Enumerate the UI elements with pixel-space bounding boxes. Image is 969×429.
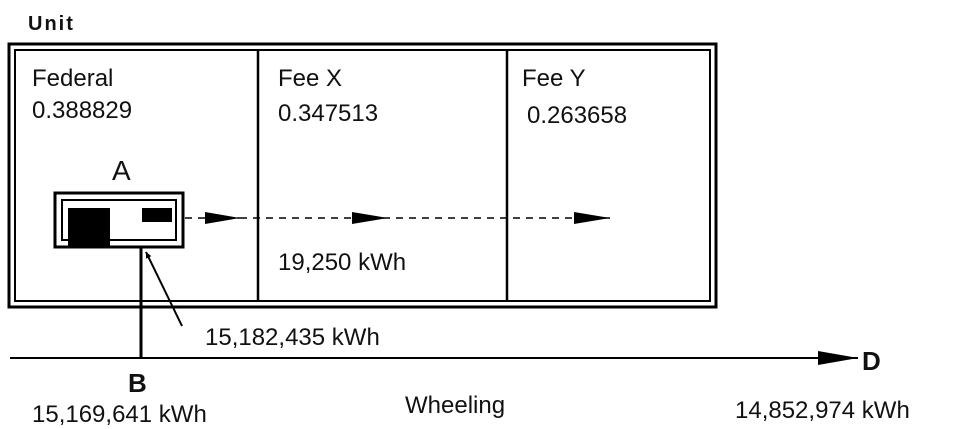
unit-box-outer: [7, 42, 718, 309]
arrowhead: [205, 212, 240, 224]
arrowhead: [574, 212, 610, 224]
unit-box-inner: [14, 49, 711, 302]
zone-value: 0.388829: [32, 97, 132, 124]
arrowhead: [818, 351, 858, 365]
meter-inner: [61, 199, 177, 241]
point-label: D: [862, 346, 881, 376]
meter-outer: [53, 191, 185, 249]
meter-reading: 15,182,435 kWh: [205, 324, 380, 351]
zone-name: Fee X: [278, 65, 342, 92]
unit-title: Unit: [28, 13, 75, 35]
arrowhead: [352, 212, 388, 224]
zone-name: Fee Y: [522, 65, 586, 92]
zone-value: 0.347513: [278, 100, 378, 127]
pointer-arrow: [145, 251, 183, 327]
line-label: Wheeling: [405, 392, 505, 419]
meter-block: [68, 208, 110, 246]
point-label: B: [128, 368, 147, 398]
meter-label: A: [112, 155, 131, 186]
flow-label: 19,250 kWh: [278, 249, 406, 276]
meter-block: [142, 208, 172, 222]
zone-value: 0.263658: [527, 102, 627, 129]
point-value: 15,169,641 kWh: [32, 401, 207, 428]
zone-name: Federal: [32, 65, 113, 92]
point-value: 14,852,974 kWh: [735, 397, 910, 424]
